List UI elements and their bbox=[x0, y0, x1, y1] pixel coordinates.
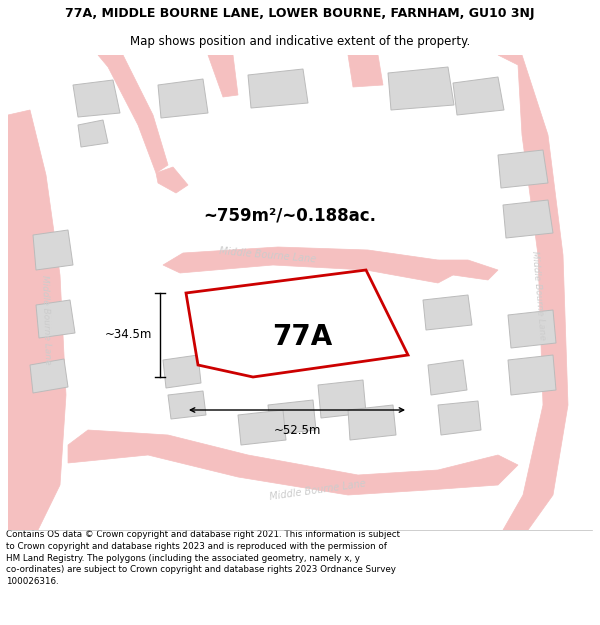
Polygon shape bbox=[186, 270, 408, 377]
Polygon shape bbox=[438, 401, 481, 435]
Polygon shape bbox=[268, 400, 316, 435]
Polygon shape bbox=[498, 55, 568, 530]
Text: 77A: 77A bbox=[272, 323, 332, 351]
Polygon shape bbox=[73, 80, 120, 117]
Polygon shape bbox=[163, 247, 453, 283]
Polygon shape bbox=[8, 110, 66, 530]
Text: Map shows position and indicative extent of the property.: Map shows position and indicative extent… bbox=[130, 35, 470, 48]
Polygon shape bbox=[36, 300, 75, 338]
Text: Middle Bourne Lane: Middle Bourne Lane bbox=[530, 250, 547, 340]
Polygon shape bbox=[348, 405, 396, 440]
Polygon shape bbox=[156, 167, 188, 193]
Text: Middle Bourne Lane: Middle Bourne Lane bbox=[40, 275, 52, 365]
Text: Middle Bourne Lane: Middle Bourne Lane bbox=[219, 246, 317, 264]
Text: ~52.5m: ~52.5m bbox=[274, 424, 320, 437]
Polygon shape bbox=[453, 77, 504, 115]
Polygon shape bbox=[438, 260, 498, 280]
Polygon shape bbox=[68, 430, 518, 495]
Polygon shape bbox=[78, 120, 108, 147]
Polygon shape bbox=[33, 230, 73, 270]
Polygon shape bbox=[30, 359, 68, 393]
Polygon shape bbox=[388, 67, 454, 110]
Polygon shape bbox=[248, 69, 308, 108]
Polygon shape bbox=[508, 310, 556, 348]
Polygon shape bbox=[98, 55, 168, 173]
Text: Contains OS data © Crown copyright and database right 2021. This information is : Contains OS data © Crown copyright and d… bbox=[6, 530, 400, 586]
Polygon shape bbox=[423, 295, 472, 330]
Polygon shape bbox=[238, 410, 286, 445]
Text: ~34.5m: ~34.5m bbox=[104, 329, 152, 341]
Polygon shape bbox=[208, 55, 238, 97]
Polygon shape bbox=[498, 150, 548, 188]
Polygon shape bbox=[163, 355, 201, 388]
Text: ~759m²/~0.188ac.: ~759m²/~0.188ac. bbox=[203, 206, 376, 224]
Text: 77A, MIDDLE BOURNE LANE, LOWER BOURNE, FARNHAM, GU10 3NJ: 77A, MIDDLE BOURNE LANE, LOWER BOURNE, F… bbox=[65, 8, 535, 20]
Polygon shape bbox=[158, 79, 208, 118]
Polygon shape bbox=[348, 55, 383, 87]
Polygon shape bbox=[318, 380, 366, 418]
Polygon shape bbox=[508, 355, 556, 395]
Text: Middle Bourne Lane: Middle Bourne Lane bbox=[269, 478, 367, 502]
Polygon shape bbox=[428, 360, 467, 395]
Polygon shape bbox=[168, 391, 206, 419]
Polygon shape bbox=[503, 200, 553, 238]
